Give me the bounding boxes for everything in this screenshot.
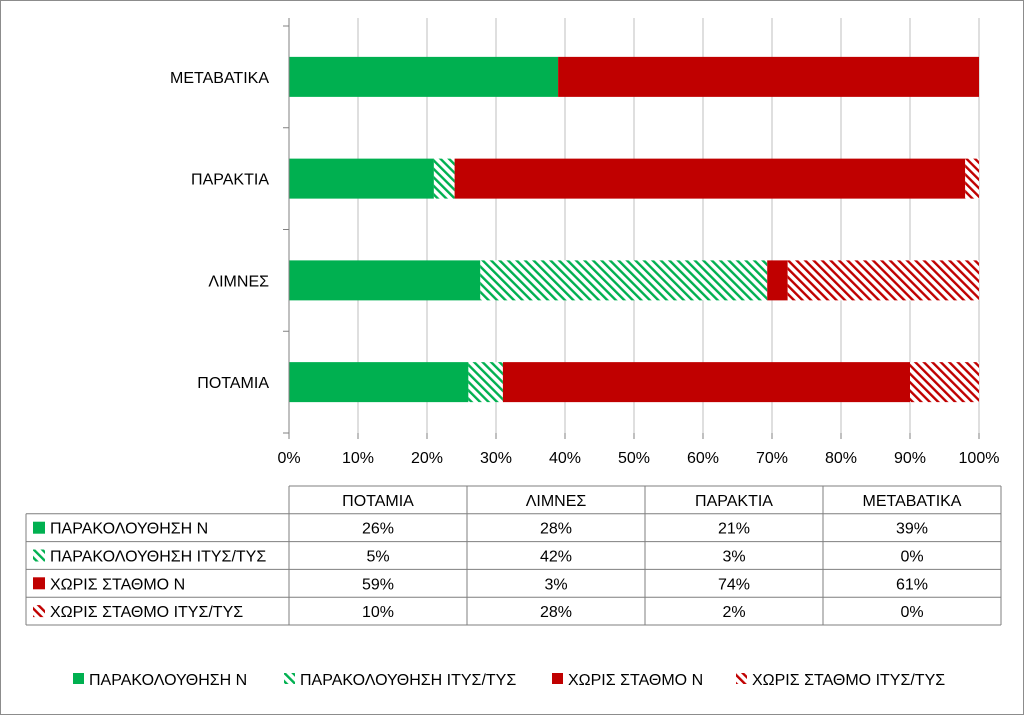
x-tick-label-10: 100% (959, 450, 1000, 467)
bar-παρακτια-series-0 (289, 158, 434, 199)
x-tick-label-0: 0% (277, 450, 300, 467)
bar-ποταμια-series-1 (468, 362, 503, 403)
table-header-μεταβατικα: ΜΕΤΑΒΑΤΙΚΑ (863, 493, 962, 510)
bar-λιμνες-series-1 (480, 260, 768, 301)
table-swatch-series-1 (33, 549, 45, 562)
table-header-ποταμια: ΠΟΤΑΜΙΑ (342, 493, 414, 510)
bar-area (289, 56, 979, 403)
table-cell-series-0-λιμνες: 28% (540, 521, 572, 538)
table-row-label-series-1: ΠΑΡΑΚΟΛΟΥΘΗΣΗ ΙΤΥΣ/ΤΥΣ (50, 549, 266, 566)
legend: ΠΑΡΑΚΟΛΟΥΘΗΣΗ Ν ΠΑΡΑΚΟΛΟΥΘΗΣΗ ΙΤΥΣ/ΤΥΣ ΧΩΡ… (73, 672, 945, 689)
bar-παρακτια-series-3 (965, 158, 979, 199)
legend-label-series-2: ΧΩΡΙΣ ΣΤΑΘΜΟ Ν (568, 672, 703, 689)
data-table: ΠΟΤΑΜΙΑ ΛΙΜΝΕΣ ΠΑΡΑΚΤΙΑ ΜΕΤΑΒΑΤΙΚΑ ΠΑΡΑΚΟΛΟΥ… (25, 485, 1002, 626)
table-cell-series-1-παρακτια: 3% (722, 549, 745, 566)
x-tick-label-8: 80% (825, 450, 857, 467)
table-cell-series-0-μεταβατικα: 39% (896, 521, 928, 538)
legend-label-series-3: ΧΩΡΙΣ ΣΤΑΘΜΟ ΙΤΥΣ/ΤΥΣ (752, 672, 945, 689)
table-row-label-series-3: ΧΩΡΙΣ ΣΤΑΘΜΟ ΙΤΥΣ/ΤΥΣ (50, 604, 243, 621)
table-cell-series-2-λιμνες: 3% (544, 576, 567, 593)
bar-ποταμια-series-0 (289, 362, 469, 403)
category-label-παρακτια: ΠΑΡΑΚΤΙΑ (191, 172, 269, 189)
table-cell-series-1-ποταμια: 5% (366, 549, 389, 566)
table-row-label-series-2: ΧΩΡΙΣ ΣΤΑΘΜΟ Ν (50, 576, 185, 593)
legend-swatch-series-2 (552, 673, 563, 684)
table-swatch-series-0 (33, 521, 45, 534)
bar-λιμνες-series-0 (289, 260, 481, 301)
table-header-λιμνες: ΛΙΜΝΕΣ (526, 493, 587, 510)
x-tick-label-3: 30% (480, 450, 512, 467)
legend-label-series-0: ΠΑΡΑΚΟΛΟΥΘΗΣΗ Ν (89, 672, 247, 689)
table-cell-series-1-μεταβατικα: 0% (900, 549, 923, 566)
bar-λιμνες-series-2 (767, 260, 788, 301)
bar-παρακτια-series-1 (433, 158, 455, 199)
table-swatch-series-2 (33, 577, 45, 590)
category-label-ποταμια: ΠΟΤΑΜΙΑ (197, 375, 269, 392)
category-label-λιμνες: ΛΙΜΝΕΣ (208, 273, 269, 290)
x-tick-label-9: 90% (894, 450, 926, 467)
bar-μεταβατικα-series-0 (289, 56, 559, 97)
table-cell-series-3-λιμνες: 28% (540, 604, 572, 621)
table-cell-series-3-παρακτια: 2% (722, 604, 745, 621)
table-row-label-series-0: ΠΑΡΑΚΟΛΟΥΘΗΣΗ Ν (50, 521, 208, 538)
bar-παρακτια-series-2 (454, 158, 966, 199)
table-cell-series-0-ποταμια: 26% (362, 521, 394, 538)
table-swatch-series-3 (33, 605, 45, 618)
legend-swatch-series-1 (284, 673, 295, 684)
table-cell-series-2-μεταβατικα: 61% (896, 576, 928, 593)
x-tick-label-2: 20% (411, 450, 443, 467)
axes: 0% 10% 20% 30% 40% 50% 60% 70% 80% 90% 100% ΠΟΤΑΜΙΑ… (170, 18, 999, 467)
legend-swatch-series-0 (73, 673, 84, 684)
x-tick-label-4: 40% (549, 450, 581, 467)
table-cell-series-3-ποταμια: 10% (362, 604, 394, 621)
category-label-μεταβατικα: ΜΕΤΑΒΑΤΙΚΑ (170, 70, 269, 87)
table-cell-series-2-ποταμια: 59% (362, 576, 394, 593)
x-tick-label-5: 50% (618, 450, 650, 467)
legend-label-series-1: ΠΑΡΑΚΟΛΟΥΘΗΣΗ ΙΤΥΣ/ΤΥΣ (300, 672, 516, 689)
table-cell-series-2-παρακτια: 74% (718, 576, 750, 593)
legend-swatch-series-3 (736, 673, 747, 684)
table-cell-series-1-λιμνες: 42% (540, 549, 572, 566)
table-cell-series-3-μεταβατικα: 0% (900, 604, 923, 621)
x-tick-label-7: 70% (756, 450, 788, 467)
x-tick-label-6: 60% (687, 450, 719, 467)
bar-ποταμια-series-3 (910, 362, 979, 403)
bar-λιμνες-series-3 (787, 260, 979, 301)
table-header-παρακτια: ΠΑΡΑΚΤΙΑ (695, 493, 773, 510)
bar-ποταμια-series-2 (502, 362, 910, 403)
table-cell-series-0-παρακτια: 21% (718, 521, 750, 538)
x-tick-label-1: 10% (342, 450, 374, 467)
bar-μεταβατικα-series-2 (558, 56, 979, 97)
